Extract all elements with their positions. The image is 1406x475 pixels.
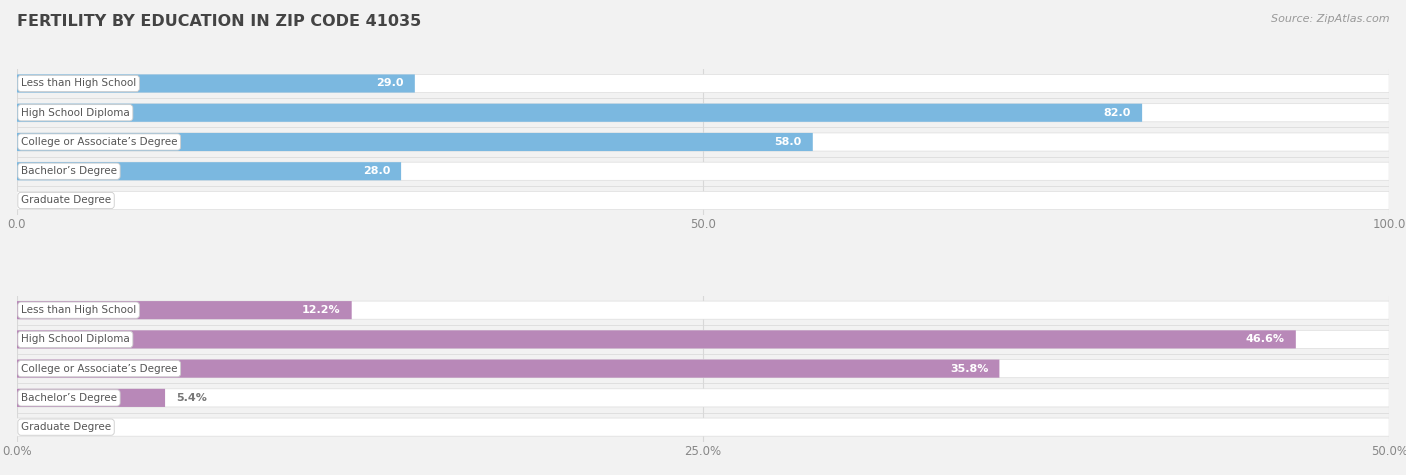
Text: 0.0: 0.0 (28, 196, 48, 206)
FancyBboxPatch shape (17, 75, 1389, 93)
FancyBboxPatch shape (17, 133, 813, 151)
Text: High School Diploma: High School Diploma (21, 108, 129, 118)
FancyBboxPatch shape (17, 75, 415, 93)
Text: High School Diploma: High School Diploma (21, 334, 129, 344)
FancyBboxPatch shape (17, 104, 1389, 122)
Text: Bachelor’s Degree: Bachelor’s Degree (21, 393, 117, 403)
Text: 28.0: 28.0 (363, 166, 389, 176)
Text: FERTILITY BY EDUCATION IN ZIP CODE 41035: FERTILITY BY EDUCATION IN ZIP CODE 41035 (17, 14, 422, 29)
FancyBboxPatch shape (17, 360, 1389, 378)
FancyBboxPatch shape (17, 191, 1389, 209)
Text: Graduate Degree: Graduate Degree (21, 422, 111, 432)
Text: 12.2%: 12.2% (302, 305, 340, 315)
Text: 58.0: 58.0 (775, 137, 801, 147)
FancyBboxPatch shape (17, 330, 1389, 349)
Text: Bachelor’s Degree: Bachelor’s Degree (21, 166, 117, 176)
FancyBboxPatch shape (17, 301, 1389, 319)
Text: 82.0: 82.0 (1104, 108, 1132, 118)
Text: 35.8%: 35.8% (950, 364, 988, 374)
FancyBboxPatch shape (17, 301, 352, 319)
FancyBboxPatch shape (17, 162, 1389, 180)
Text: 0.0%: 0.0% (28, 422, 59, 432)
FancyBboxPatch shape (17, 104, 1142, 122)
FancyBboxPatch shape (17, 389, 1389, 407)
FancyBboxPatch shape (17, 330, 1296, 349)
FancyBboxPatch shape (17, 360, 1000, 378)
Text: 29.0: 29.0 (377, 78, 404, 88)
FancyBboxPatch shape (17, 162, 401, 180)
Text: 5.4%: 5.4% (176, 393, 207, 403)
Text: College or Associate’s Degree: College or Associate’s Degree (21, 137, 177, 147)
Text: Less than High School: Less than High School (21, 78, 136, 88)
Text: Less than High School: Less than High School (21, 305, 136, 315)
Text: Source: ZipAtlas.com: Source: ZipAtlas.com (1271, 14, 1389, 24)
Text: College or Associate’s Degree: College or Associate’s Degree (21, 364, 177, 374)
FancyBboxPatch shape (17, 133, 1389, 151)
FancyBboxPatch shape (17, 389, 165, 407)
Text: 46.6%: 46.6% (1246, 334, 1285, 344)
Text: Graduate Degree: Graduate Degree (21, 196, 111, 206)
FancyBboxPatch shape (17, 418, 1389, 436)
